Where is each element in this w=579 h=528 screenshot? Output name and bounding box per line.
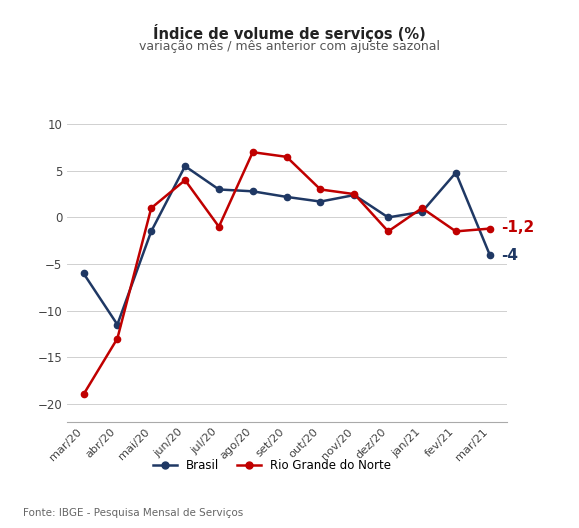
Brasil [317,199,324,205]
Brasil [215,186,222,193]
Text: Fonte: IBGE - Pesquisa Mensal de Serviços: Fonte: IBGE - Pesquisa Mensal de Serviço… [23,508,243,518]
Brasil [452,169,459,176]
Rio Grande do Norte [182,177,189,183]
Legend: Brasil, Rio Grande do Norte: Brasil, Rio Grande do Norte [148,455,396,477]
Rio Grande do Norte [148,205,155,211]
Brasil [486,251,493,258]
Rio Grande do Norte [283,154,290,160]
Text: -4: -4 [501,248,519,263]
Brasil [250,188,256,194]
Rio Grande do Norte [250,149,256,155]
Brasil [419,209,426,215]
Brasil [80,270,87,277]
Brasil [351,192,358,198]
Rio Grande do Norte [419,205,426,211]
Text: -1,2: -1,2 [501,220,535,235]
Text: variação mês / mês anterior com ajuste sazonal: variação mês / mês anterior com ajuste s… [139,40,440,53]
Rio Grande do Norte [114,335,121,342]
Line: Brasil: Brasil [80,163,493,328]
Rio Grande do Norte [351,191,358,197]
Brasil [114,322,121,328]
Brasil [148,228,155,234]
Rio Grande do Norte [384,228,391,234]
Rio Grande do Norte [452,228,459,234]
Brasil [384,214,391,221]
Rio Grande do Norte [80,391,87,398]
Rio Grande do Norte [317,186,324,193]
Rio Grande do Norte [215,223,222,230]
Text: Índice de volume de serviços (%): Índice de volume de serviços (%) [153,24,426,42]
Rio Grande do Norte [486,225,493,232]
Line: Rio Grande do Norte: Rio Grande do Norte [80,149,493,398]
Brasil [283,194,290,200]
Brasil [182,163,189,169]
